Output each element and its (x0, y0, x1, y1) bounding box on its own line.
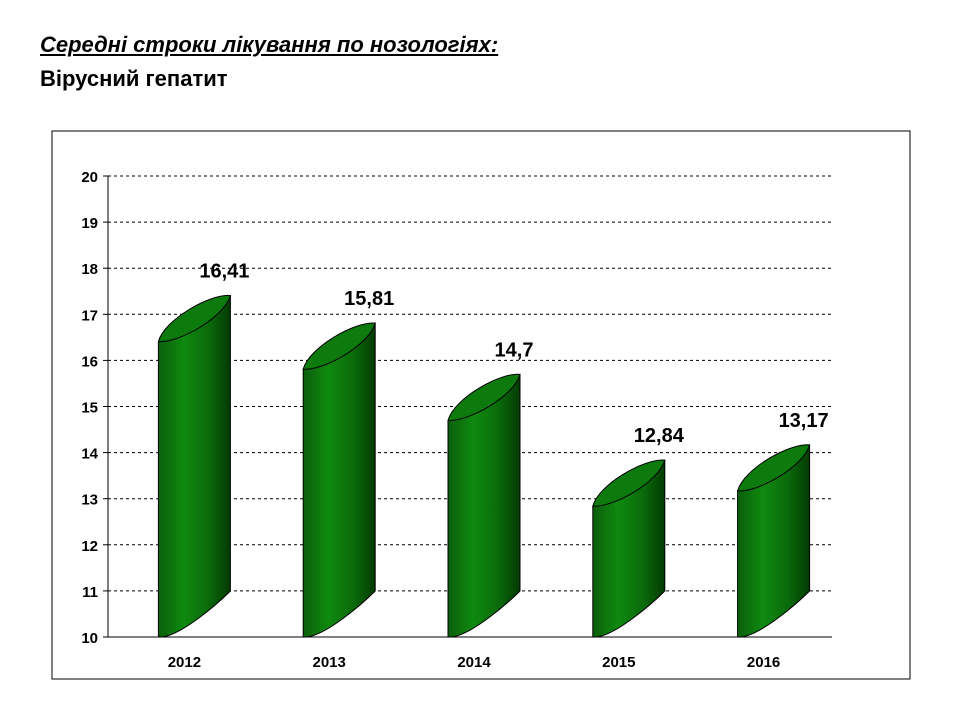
x-tick-label: 2015 (602, 654, 635, 671)
y-tick-label: 14 (81, 446, 98, 463)
y-tick-label: 19 (81, 215, 98, 232)
x-tick-label: 2013 (313, 654, 346, 671)
bar-top (736, 444, 811, 492)
bar-body (157, 294, 231, 638)
bar-top (302, 322, 376, 370)
y-tick-label: 13 (81, 492, 98, 509)
x-tick-label: 2012 (168, 654, 201, 671)
y-tick-label: 10 (81, 630, 98, 647)
bar-top (592, 459, 666, 507)
y-axis: 10 11 12 13 14 15 16 17 18 19 20 (81, 169, 109, 647)
data-label: 13,17 (779, 410, 829, 432)
data-label: 14,7 (495, 339, 534, 361)
labels: 16,41 2012 15,81 2013 14,7 2014 12,84 2015 13,17… (168, 260, 829, 671)
bar-2014 (447, 373, 521, 638)
bar-2013 (302, 322, 376, 638)
data-label: 12,84 (634, 425, 685, 447)
x-tick-label: 2014 (457, 654, 491, 671)
y-tick-label: 11 (82, 584, 98, 601)
x-tick-label: 2016 (747, 654, 780, 671)
data-label: 15,81 (344, 288, 394, 310)
y-tick-label: 20 (81, 169, 98, 186)
y-tick-label: 16 (81, 353, 98, 370)
data-label: 16,41 (199, 260, 249, 282)
y-tick-label: 15 (81, 400, 98, 417)
bar-2016 (736, 444, 811, 638)
y-tick-label: 18 (81, 261, 98, 278)
y-tick-label: 12 (81, 538, 98, 555)
bar-2015 (592, 459, 666, 638)
page-subtitle: Вірусний гепатит (40, 66, 228, 91)
y-tick-label: 17 (81, 307, 98, 324)
bar-body (302, 322, 376, 638)
bars (157, 294, 811, 638)
bar-top (157, 294, 232, 343)
bar-top (447, 373, 521, 421)
page-title: Середні строки лікування по нозологіях: (40, 32, 499, 57)
bar-2012 (157, 294, 232, 638)
